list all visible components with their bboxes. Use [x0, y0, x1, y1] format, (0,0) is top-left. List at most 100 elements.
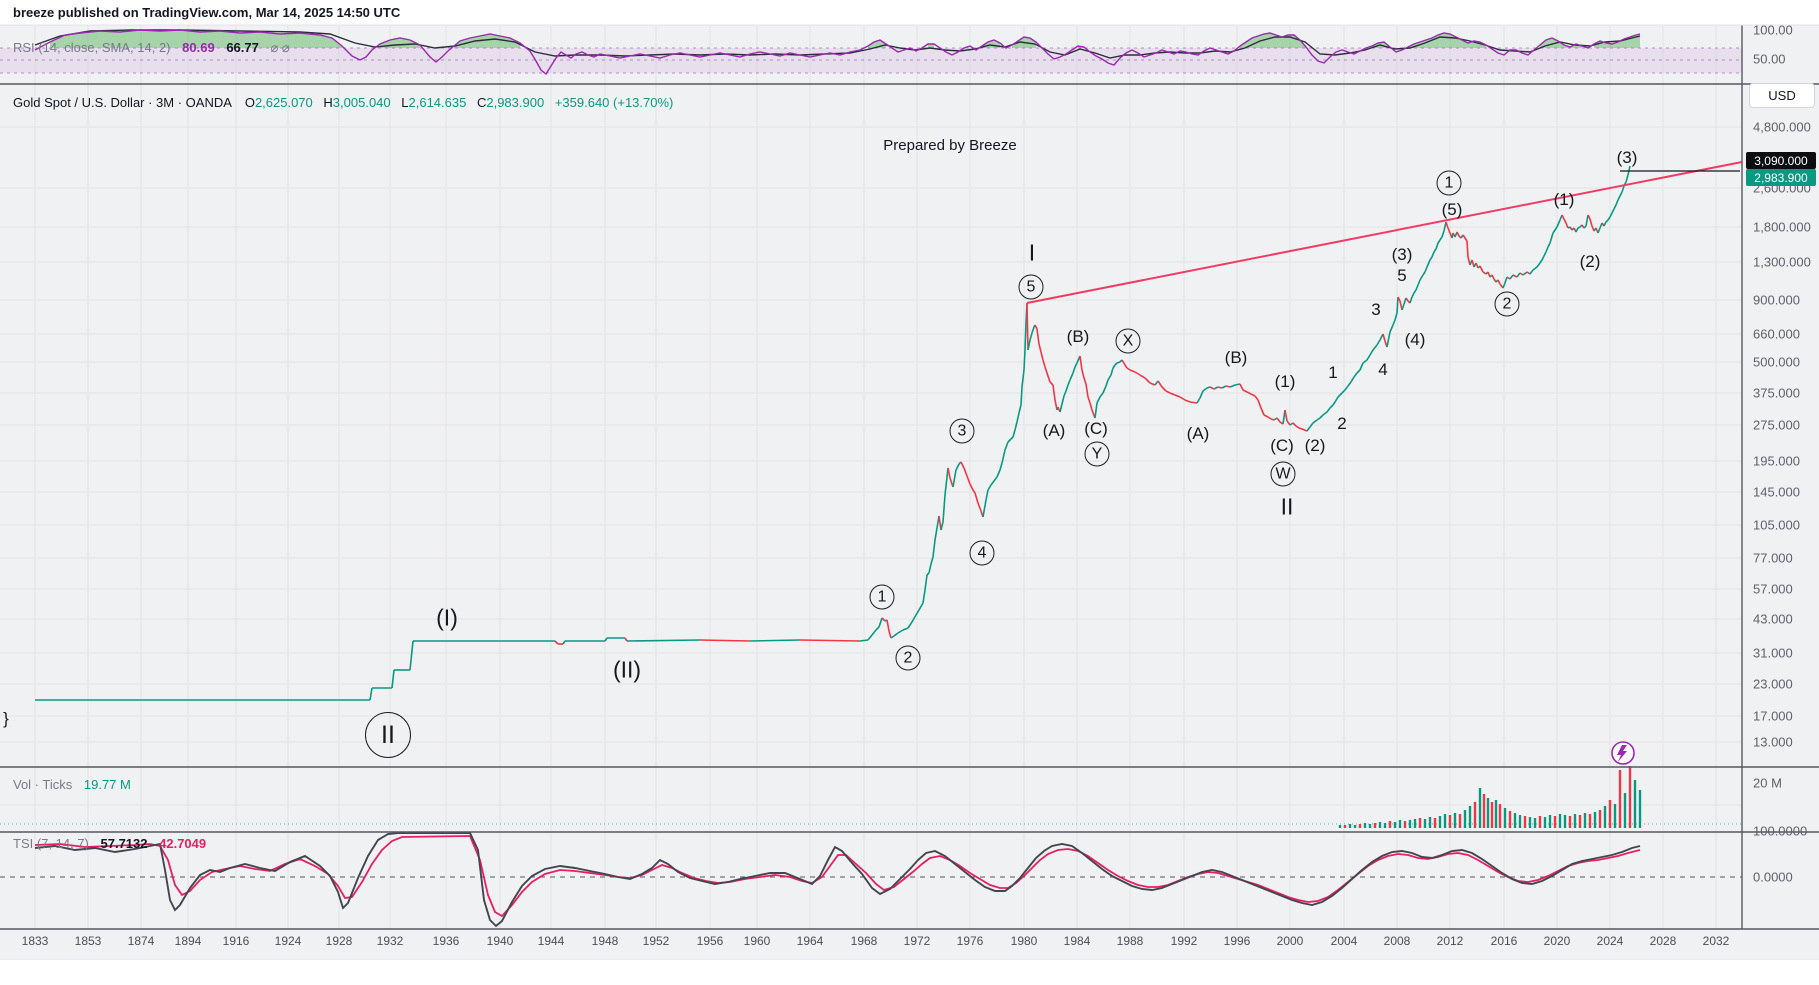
wave-label: II: [1280, 493, 1294, 520]
price-tick-label: 50.00: [1753, 51, 1786, 67]
wave-label: }: [3, 709, 9, 728]
price-tick-label: 1,800.000: [1753, 219, 1811, 235]
wave-label: (1): [1274, 372, 1296, 391]
wave-label: (1): [1553, 190, 1575, 209]
time-tick-label: 1968: [850, 934, 878, 948]
rsi-ma-value: 66.77: [226, 40, 259, 55]
wave-label: X: [1115, 328, 1141, 354]
last-price-label: 2,983.900: [1746, 169, 1816, 186]
time-tick-label: 2012: [1436, 934, 1464, 948]
wave-label: I: [1028, 239, 1036, 266]
time-tick-label: 1980: [1010, 934, 1038, 948]
wave-label: II: [365, 712, 411, 758]
time-tick-label: 1988: [1116, 934, 1144, 948]
price-tick-label: 20 M: [1753, 775, 1782, 791]
price-tick-label: 100.00: [1753, 22, 1793, 38]
ohlc-low: L2,614.635: [401, 95, 467, 110]
time-tick-label: 1960: [743, 934, 771, 948]
time-tick-label: 1853: [74, 934, 102, 948]
price-tick-label: 195.000: [1753, 453, 1800, 469]
time-tick-label: 1992: [1170, 934, 1198, 948]
wave-label: (I): [436, 604, 458, 631]
wave-label: (A): [1186, 424, 1210, 443]
wave-label: 1: [869, 584, 895, 610]
ohlc-open: O2,625.070: [244, 95, 313, 110]
volume-legend[interactable]: Vol · Ticks 19.77 M: [13, 777, 131, 792]
wave-label: Y: [1084, 441, 1110, 467]
time-tick-label: 1948: [591, 934, 619, 948]
time-tick-label: 1976: [956, 934, 984, 948]
publish-header: breeze published on TradingView.com, Mar…: [0, 0, 1819, 25]
time-tick-label: 1996: [1223, 934, 1251, 948]
wave-label: 2: [895, 645, 921, 671]
price-tick-label: 105.000: [1753, 517, 1800, 533]
time-tick-label: 2032: [1702, 934, 1730, 948]
price-tick-label: 145.000: [1753, 484, 1800, 500]
wave-label: (3): [1391, 245, 1413, 264]
time-tick-label: 2024: [1596, 934, 1624, 948]
rsi-legend[interactable]: RSI (14, close, SMA, 14, 2) 80.69 66.77 …: [13, 40, 290, 56]
wave-label: W: [1270, 461, 1296, 487]
time-tick-label: 2016: [1490, 934, 1518, 948]
wave-label: (C): [1084, 419, 1108, 438]
time-tick-label: 1928: [325, 934, 353, 948]
wave-label: (3): [1616, 148, 1638, 167]
tsi-slow-value: 42.7049: [159, 836, 207, 851]
time-tick-label: 1833: [21, 934, 49, 948]
tsi-legend[interactable]: TSI (7, 14, 7) 57.7132 42.7049: [13, 836, 206, 851]
wave-label: (5): [1441, 200, 1463, 219]
wave-label: 2: [1494, 291, 1520, 317]
price-tick-label: 1,300.000: [1753, 254, 1811, 270]
published-line: breeze published on TradingView.com, Mar…: [13, 5, 401, 20]
wave-label: 3: [1371, 300, 1381, 319]
price-tick-label: 100.0000: [1753, 823, 1808, 839]
time-tick-label: 1932: [376, 934, 404, 948]
wave-label: (2): [1304, 436, 1326, 455]
time-tick-label: 1952: [642, 934, 670, 948]
wave-label: 5: [1397, 266, 1407, 285]
time-tick-label: 2028: [1649, 934, 1677, 948]
wave-label: 1: [1328, 363, 1338, 382]
ohlc-close: C2,983.900: [476, 95, 545, 110]
volume-legend-title: Vol · Ticks: [13, 777, 73, 792]
price-tick-label: 31.000: [1753, 645, 1793, 661]
wave-label: (2): [1579, 252, 1601, 271]
time-tick-label: 2000: [1276, 934, 1304, 948]
wave-label: 1: [1436, 170, 1462, 196]
wave-label: (4): [1404, 330, 1426, 349]
rsi-hidden-values-icon: ⌀ ⌀: [270, 40, 290, 55]
price-tick-label: 57.000: [1753, 581, 1793, 597]
price-tick-label: 0.0000: [1753, 869, 1793, 885]
time-tick-label: 1894: [174, 934, 202, 948]
currency-button[interactable]: USD: [1749, 83, 1815, 108]
time-tick-label: 1916: [222, 934, 250, 948]
time-tick-label: 1964: [796, 934, 824, 948]
time-tick-label: 1874: [127, 934, 155, 948]
wave-label: (C): [1270, 436, 1294, 455]
wave-label: 2: [1337, 414, 1347, 433]
price-tick-label: 660.000: [1753, 326, 1800, 342]
price-tick-label: 17.000: [1753, 708, 1793, 724]
wave-label: (II): [612, 656, 642, 683]
time-tick-label: 2008: [1383, 934, 1411, 948]
time-tick-label: 1984: [1063, 934, 1091, 948]
time-tick-label: 1972: [903, 934, 931, 948]
time-tick-label: 2020: [1543, 934, 1571, 948]
wave-label: 4: [969, 540, 995, 566]
time-tick-label: 1940: [486, 934, 514, 948]
prepared-by-watermark: Prepared by Breeze: [883, 137, 1017, 154]
volume-value: 19.77 M: [83, 777, 131, 792]
symbol-title: Gold Spot / U.S. Dollar · 3M · OANDA: [13, 95, 232, 110]
price-tick-label: 4,800.000: [1753, 119, 1811, 135]
wave-label: 5: [1018, 274, 1044, 300]
price-line-label: 3,090.000: [1746, 152, 1816, 169]
symbol-legend[interactable]: Gold Spot / U.S. Dollar · 3M · OANDA O2,…: [13, 95, 673, 110]
time-tick-label: 1944: [537, 934, 565, 948]
wave-label: (A): [1042, 421, 1066, 440]
footer-bar: TradingView: [0, 960, 1819, 985]
time-tick-label: 1956: [696, 934, 724, 948]
price-tick-label: 43.000: [1753, 611, 1793, 627]
ohlc-high: H3,005.040: [323, 95, 391, 110]
chart-canvas[interactable]: [0, 25, 1819, 960]
